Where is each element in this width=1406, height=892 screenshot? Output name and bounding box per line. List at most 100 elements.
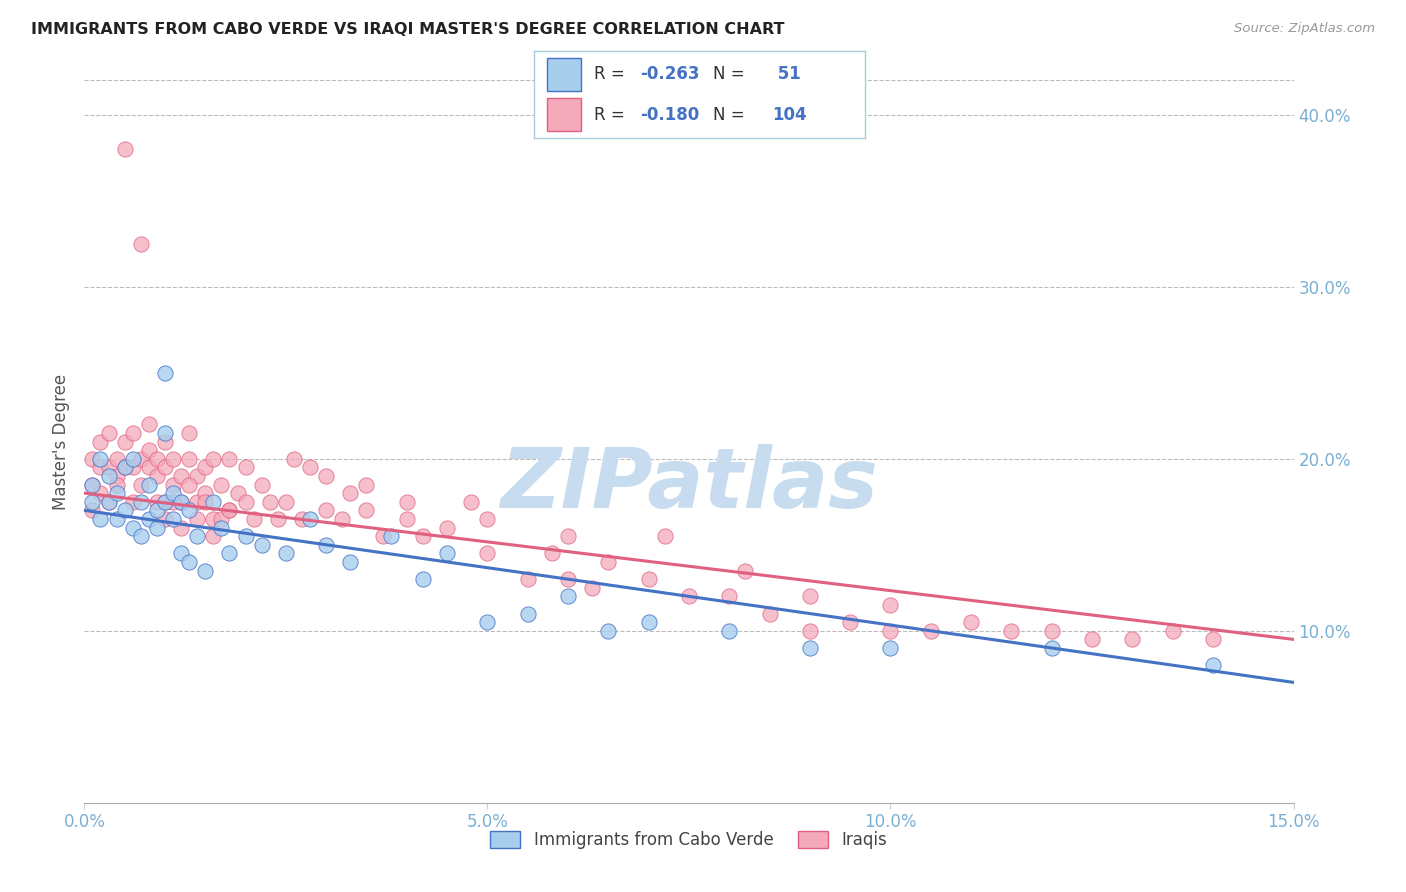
Point bbox=[153, 434, 176, 449]
Point bbox=[209, 520, 232, 534]
Point bbox=[242, 512, 264, 526]
Point bbox=[179, 503, 201, 517]
Point bbox=[170, 469, 193, 483]
Point bbox=[412, 572, 434, 586]
Point bbox=[114, 460, 136, 475]
Point bbox=[129, 529, 152, 543]
Point bbox=[395, 494, 418, 508]
Point bbox=[105, 486, 128, 500]
Point bbox=[162, 477, 184, 491]
Point bbox=[291, 512, 314, 526]
Point bbox=[598, 555, 620, 569]
Point bbox=[315, 538, 337, 552]
Point bbox=[315, 469, 337, 483]
Point bbox=[138, 512, 160, 526]
Point bbox=[170, 494, 193, 508]
Bar bbox=[547, 58, 581, 91]
Point bbox=[129, 451, 152, 466]
Point bbox=[235, 460, 257, 475]
Point bbox=[1202, 658, 1225, 673]
Point bbox=[1202, 632, 1225, 647]
Point bbox=[89, 512, 111, 526]
Point bbox=[121, 494, 143, 508]
Point bbox=[89, 434, 111, 449]
Point bbox=[162, 512, 184, 526]
Point bbox=[146, 469, 169, 483]
Point bbox=[1040, 640, 1063, 655]
Text: R =: R = bbox=[593, 65, 630, 84]
Point bbox=[1121, 632, 1143, 647]
Y-axis label: Master's Degree: Master's Degree bbox=[52, 374, 70, 509]
Text: ZIPatlas: ZIPatlas bbox=[501, 444, 877, 525]
Point bbox=[267, 512, 290, 526]
Point bbox=[283, 451, 305, 466]
Point bbox=[799, 590, 821, 604]
Point bbox=[194, 564, 217, 578]
Point bbox=[121, 425, 143, 440]
Point bbox=[97, 469, 120, 483]
Point bbox=[82, 477, 104, 491]
Text: Source: ZipAtlas.com: Source: ZipAtlas.com bbox=[1234, 22, 1375, 36]
Point bbox=[1161, 624, 1184, 638]
Point bbox=[162, 451, 184, 466]
Point bbox=[153, 512, 176, 526]
Point bbox=[194, 486, 217, 500]
Point bbox=[477, 546, 499, 560]
Text: R =: R = bbox=[593, 105, 630, 124]
Point bbox=[146, 494, 169, 508]
Point bbox=[598, 624, 620, 638]
Point bbox=[330, 512, 353, 526]
Point bbox=[356, 503, 378, 517]
Text: 104: 104 bbox=[772, 105, 807, 124]
Point bbox=[114, 503, 136, 517]
Point bbox=[436, 546, 458, 560]
Point bbox=[339, 486, 361, 500]
Point bbox=[250, 538, 273, 552]
Point bbox=[170, 494, 193, 508]
Point bbox=[138, 477, 160, 491]
Point bbox=[315, 503, 337, 517]
Point bbox=[170, 520, 193, 534]
Text: IMMIGRANTS FROM CABO VERDE VS IRAQI MASTER'S DEGREE CORRELATION CHART: IMMIGRANTS FROM CABO VERDE VS IRAQI MAST… bbox=[31, 22, 785, 37]
Point bbox=[82, 503, 104, 517]
Point bbox=[138, 443, 160, 458]
Point bbox=[235, 529, 257, 543]
Point bbox=[105, 477, 128, 491]
Point bbox=[557, 572, 579, 586]
Point bbox=[209, 512, 232, 526]
Point bbox=[1081, 632, 1104, 647]
Point bbox=[202, 451, 225, 466]
Point bbox=[718, 624, 741, 638]
Point bbox=[105, 512, 128, 526]
Point bbox=[97, 494, 120, 508]
Point bbox=[299, 512, 322, 526]
Point bbox=[82, 494, 104, 508]
Point bbox=[153, 460, 176, 475]
Point bbox=[146, 451, 169, 466]
Point bbox=[218, 451, 240, 466]
Point bbox=[412, 529, 434, 543]
Point bbox=[259, 494, 281, 508]
Text: N =: N = bbox=[713, 65, 749, 84]
Point bbox=[179, 451, 201, 466]
Point bbox=[839, 615, 862, 630]
Point bbox=[186, 512, 208, 526]
Legend: Immigrants from Cabo Verde, Iraqis: Immigrants from Cabo Verde, Iraqis bbox=[484, 824, 894, 856]
Point bbox=[879, 640, 901, 655]
Point bbox=[395, 512, 418, 526]
Point bbox=[226, 486, 249, 500]
Point bbox=[114, 142, 136, 156]
Point bbox=[799, 624, 821, 638]
Point bbox=[218, 546, 240, 560]
Point bbox=[209, 477, 232, 491]
Point bbox=[654, 529, 676, 543]
Point bbox=[218, 503, 240, 517]
Point bbox=[1040, 624, 1063, 638]
Point bbox=[138, 460, 160, 475]
Point bbox=[97, 425, 120, 440]
Bar bbox=[547, 98, 581, 131]
Point bbox=[82, 477, 104, 491]
Point bbox=[82, 451, 104, 466]
Point bbox=[879, 624, 901, 638]
Point bbox=[121, 451, 143, 466]
